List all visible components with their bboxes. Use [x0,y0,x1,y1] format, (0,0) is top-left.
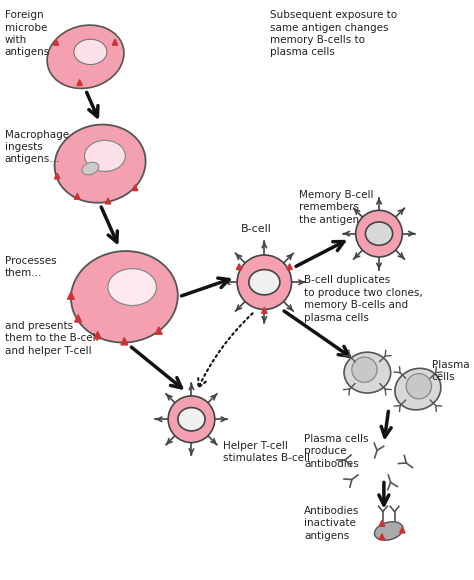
Polygon shape [237,264,242,270]
Ellipse shape [344,352,391,393]
Text: Plasma cells
produce
antibodies: Plasma cells produce antibodies [304,434,369,469]
Polygon shape [77,79,82,85]
Text: Antibodies
inactivate
antigens: Antibodies inactivate antigens [304,506,360,541]
Ellipse shape [84,140,125,172]
Text: B-cell: B-cell [241,224,272,234]
Circle shape [237,255,292,310]
Text: Processes
them...: Processes them... [5,256,56,278]
Text: Foreign
microbe
with
antigens: Foreign microbe with antigens [5,10,50,57]
Polygon shape [55,173,60,179]
Polygon shape [400,527,405,533]
Polygon shape [94,332,101,339]
Text: Helper T-cell
stimulates B-cell: Helper T-cell stimulates B-cell [223,441,310,463]
Polygon shape [155,327,162,334]
Polygon shape [67,292,74,299]
Text: and presents
them to the B-cell
and helper T-cell: and presents them to the B-cell and help… [5,321,99,356]
Circle shape [352,357,377,382]
Ellipse shape [395,368,441,410]
Ellipse shape [365,222,392,245]
Polygon shape [105,198,111,204]
Circle shape [168,396,215,443]
Ellipse shape [47,25,124,88]
Polygon shape [262,307,267,313]
Ellipse shape [82,162,99,175]
Text: Macrophage
ingests
antigens...: Macrophage ingests antigens... [5,130,69,165]
Polygon shape [54,39,59,45]
Circle shape [356,211,402,257]
Polygon shape [121,338,128,345]
Ellipse shape [108,269,156,306]
Text: B-cell duplicates
to produce two clones,
memory B-cells and
plasma cells: B-cell duplicates to produce two clones,… [304,276,423,322]
Polygon shape [379,534,385,540]
Polygon shape [379,520,385,526]
Polygon shape [74,194,80,200]
Polygon shape [132,185,138,191]
Ellipse shape [374,522,403,541]
Ellipse shape [249,270,280,295]
Ellipse shape [74,39,107,64]
Ellipse shape [178,408,205,431]
Text: Memory B-cell
remembers
the antigen: Memory B-cell remembers the antigen [300,190,374,224]
Ellipse shape [71,251,178,343]
Polygon shape [112,39,118,45]
Circle shape [406,374,431,399]
Text: Plasma
cells: Plasma cells [431,360,469,382]
Text: Subsequent exposure to
same antigen changes
memory B-cells to
plasma cells: Subsequent exposure to same antigen chan… [270,10,397,57]
Ellipse shape [55,125,146,203]
Polygon shape [287,264,292,270]
Polygon shape [75,315,82,322]
